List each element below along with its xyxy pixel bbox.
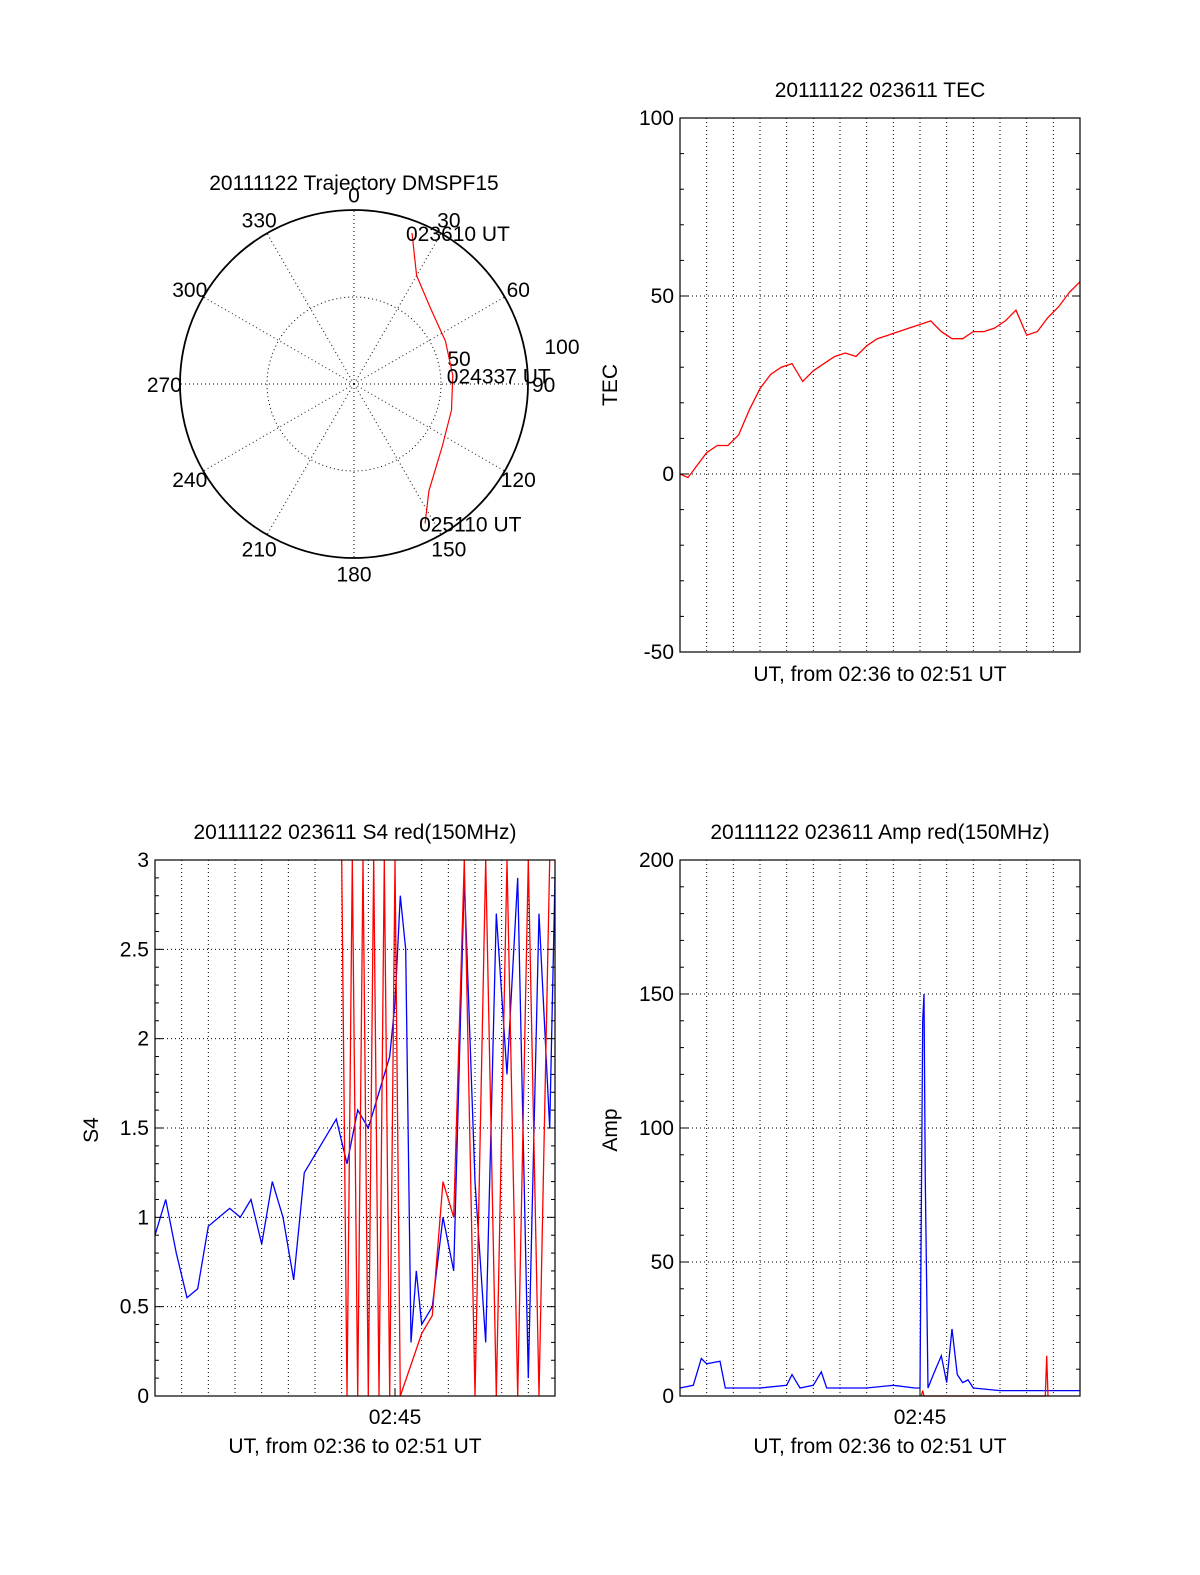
tec-plot-frame xyxy=(679,117,1081,653)
polar-time-label: 023610 UT xyxy=(406,223,510,246)
polar-title: 20111122 Trajectory DMSPF15 xyxy=(209,172,498,195)
polar-azimuth-label: 300 xyxy=(172,279,207,302)
polar-grid-ring xyxy=(266,296,442,472)
s4-x-axis-label: UT, from 02:36 to 02:51 UT xyxy=(228,1435,481,1458)
polar-trajectory-line xyxy=(411,232,454,524)
amp-y-tick-label: 0 xyxy=(662,1385,674,1408)
tec-series-1-line xyxy=(679,281,1081,479)
tec-y-tick-label: 100 xyxy=(639,107,674,130)
s4-y-tick-label: 3 xyxy=(137,849,149,872)
polar-time-label: 025110 UT xyxy=(419,514,522,537)
tec-y-tick-label: 0 xyxy=(662,463,674,486)
s4-y-tick-label: 1 xyxy=(137,1206,149,1229)
amp-chart: 20111122 023611 Amp red(150MHz) 0 50 100 15… xyxy=(599,821,1081,1458)
polar-grid-spoke xyxy=(353,383,442,535)
polar-azimuth-label: 30 xyxy=(437,210,460,233)
s4-y-tick-label: 2 xyxy=(137,1028,149,1051)
polar-radial-label: 100 xyxy=(544,336,579,359)
amp-y-tick-label: 50 xyxy=(651,1251,674,1274)
s4-y-tick-label: 0 xyxy=(137,1385,149,1408)
polar-azimuth-label: 210 xyxy=(242,538,277,561)
polar-outer-ring xyxy=(179,209,529,559)
polar-grid-spoke xyxy=(353,383,505,472)
tec-title: 20111122 023611 TEC xyxy=(775,79,986,102)
polar-grid-spoke xyxy=(203,296,355,385)
tec-chart: 20111122 023611 TEC -50 0 50 100 UT, from 0… xyxy=(599,79,1081,686)
polar-azimuth-label: 60 xyxy=(507,279,530,302)
tec-y-tick-label: 50 xyxy=(651,285,674,308)
polar-azimuth-label: 330 xyxy=(242,210,277,233)
polar-azimuth-label: 180 xyxy=(336,564,371,587)
polar-azimuth-label: 0 xyxy=(348,184,360,207)
amp-x-axis-label: UT, from 02:36 to 02:51 UT xyxy=(753,1435,1006,1458)
tec-y-axis-label: TEC xyxy=(599,364,622,406)
tec-y-tick-label: -50 xyxy=(644,641,674,664)
amp-title: 20111122 023611 Amp red(150MHz) xyxy=(710,821,1049,844)
amp-y-axis-label: Amp xyxy=(599,1108,622,1151)
polar-azimuth-label: 120 xyxy=(501,469,536,492)
polar-grid-spoke xyxy=(266,383,355,535)
s4-y-tick-label: 2.5 xyxy=(120,938,149,961)
polar-grid-spoke xyxy=(266,233,355,385)
s4-y-tick-label: 0.5 xyxy=(120,1296,149,1319)
polar-azimuth-label: 150 xyxy=(431,538,466,561)
amp-y-tick-label: 150 xyxy=(639,983,674,1006)
amp-y-tick-label: 100 xyxy=(639,1117,674,1140)
s4-y-tick-label: 1.5 xyxy=(120,1117,149,1140)
amp-y-tick-label: 200 xyxy=(639,849,674,872)
polar-grid-spoke xyxy=(353,233,442,385)
amp-series-1-line xyxy=(679,993,1080,1392)
tec-x-axis-label: UT, from 02:36 to 02:51 UT xyxy=(753,663,1006,686)
s4-title: 20111122 023611 S4 red(150MHz) xyxy=(194,821,517,844)
s4-x-tick-label: 02:45 xyxy=(369,1406,422,1429)
polar-grid-spoke xyxy=(353,296,505,385)
polar-azimuth-label: 270 xyxy=(147,374,182,397)
trajectory-polar-plot: 20111122 Trajectory DMSPF15 0 30 60 90 120 15… xyxy=(147,172,580,587)
s4-y-axis-label: S4 xyxy=(80,1117,103,1143)
polar-time-label: 024337 UT xyxy=(447,365,551,388)
s4-chart: 20111122 023611 S4 red(150MHz) 0 0.5 1 1.5 2… xyxy=(80,821,556,1458)
polar-radial-label: 50 xyxy=(447,348,470,371)
polar-grid-spoke xyxy=(203,383,355,472)
s4-series-1-line xyxy=(154,877,556,1379)
amp-x-tick-label: 02:45 xyxy=(894,1406,947,1429)
polar-azimuth-label: 90 xyxy=(532,374,555,397)
polar-azimuth-label: 240 xyxy=(172,469,207,492)
